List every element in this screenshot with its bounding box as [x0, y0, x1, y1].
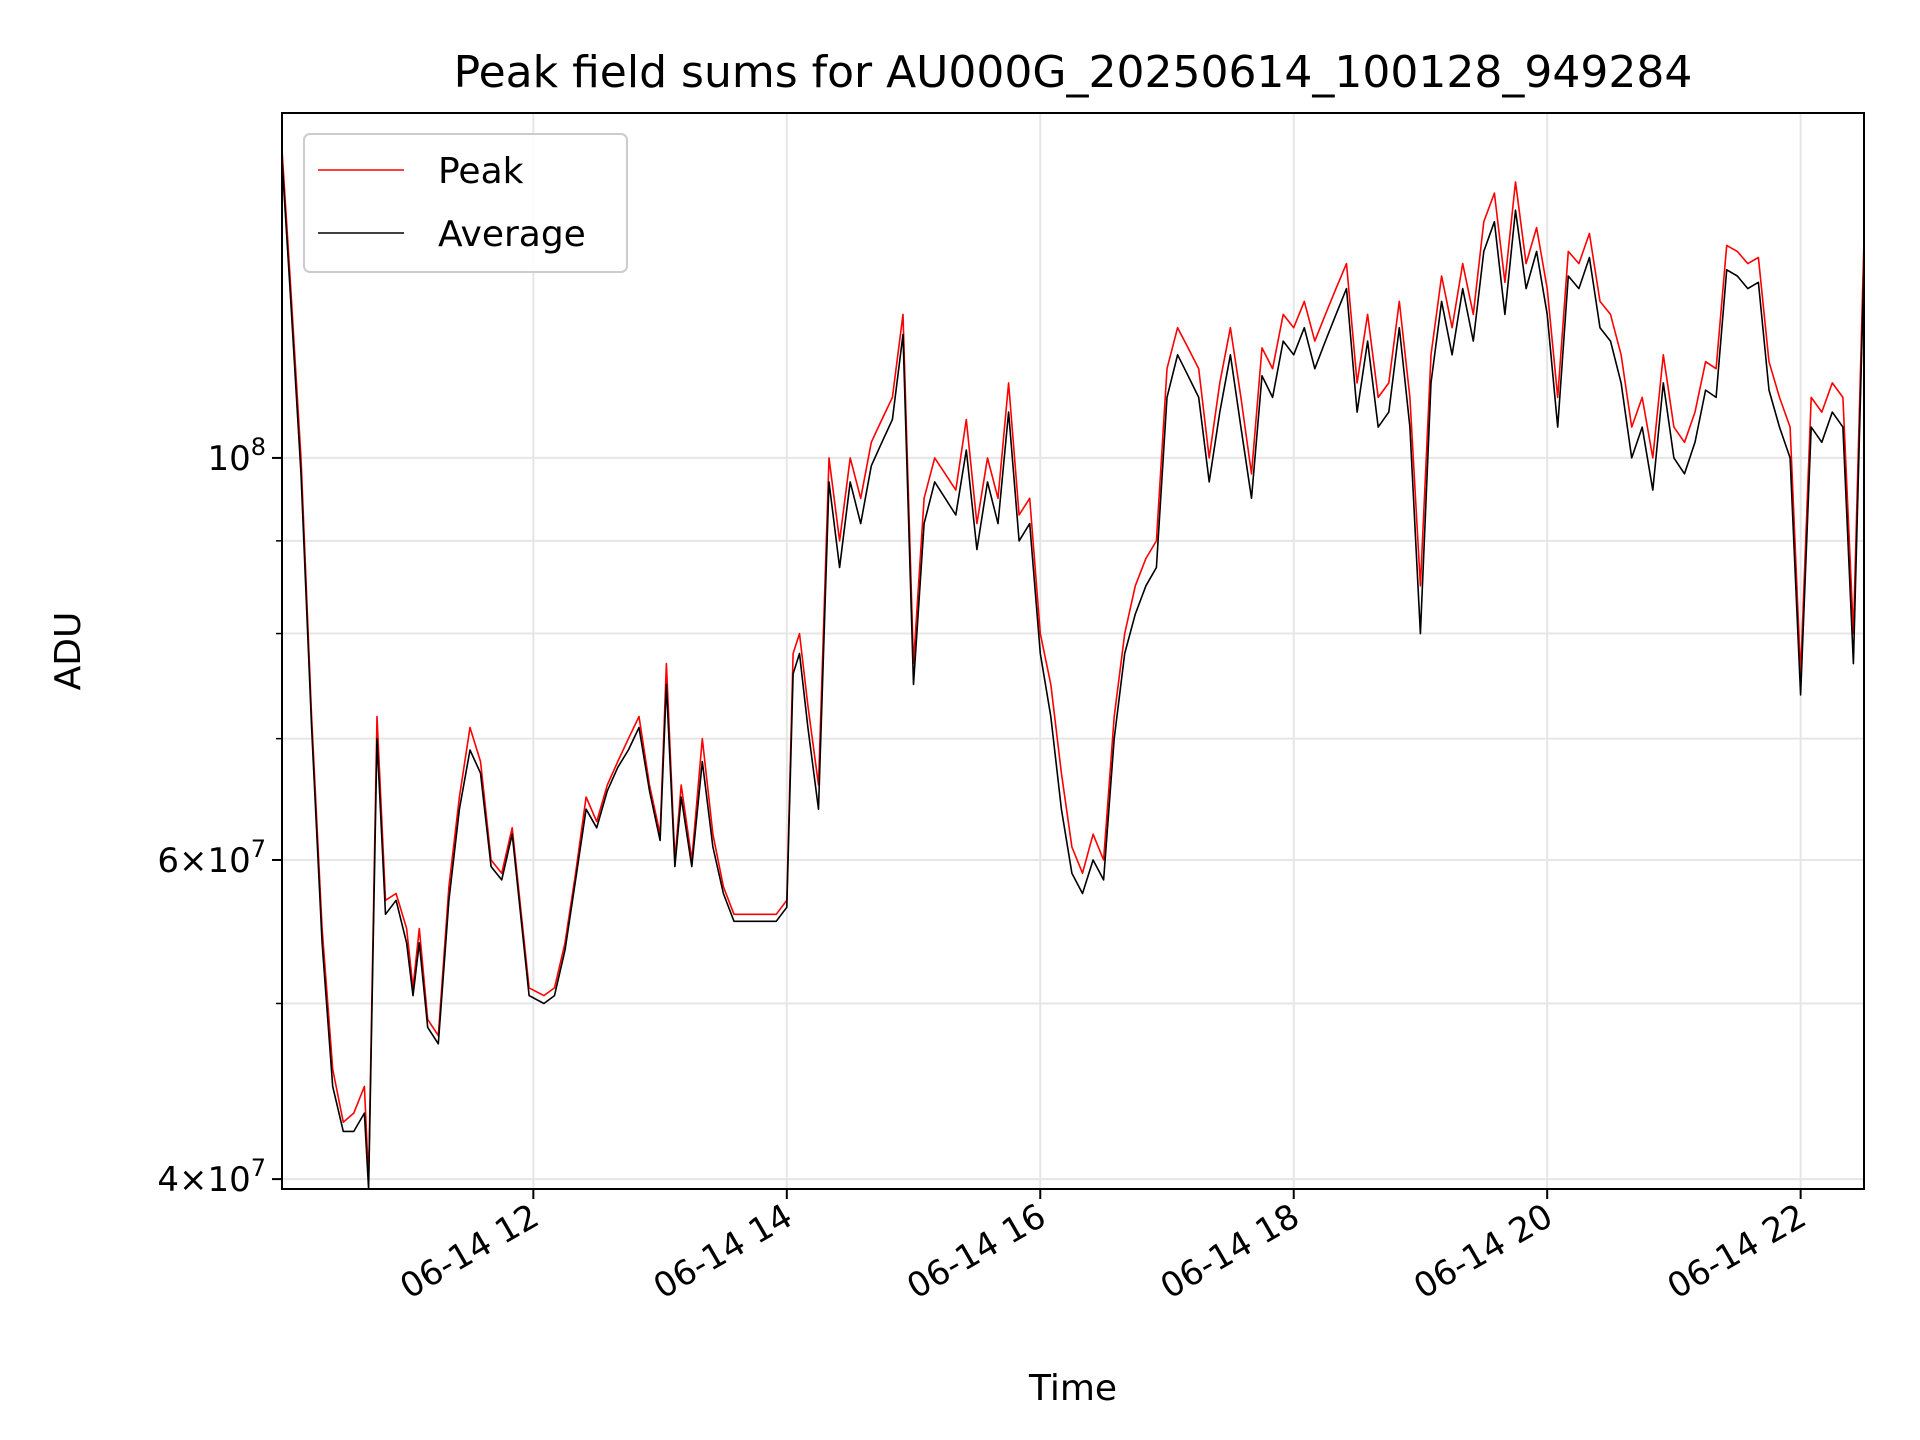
- legend-peak-label: Peak: [438, 151, 524, 192]
- y-axis-label: ADU: [48, 612, 89, 691]
- y-tick-label: 4×107: [157, 1154, 266, 1200]
- series-line-average: [281, 160, 1865, 1190]
- grid-lines: [282, 113, 1864, 1189]
- series-line-peak: [281, 149, 1865, 1180]
- legend-box: [303, 133, 628, 273]
- chart-title: Peak field sums for AU000G_20250614_1001…: [454, 47, 1693, 98]
- plot-series: [281, 149, 1865, 1190]
- plot-area-frame: [281, 112, 1865, 1190]
- legend: Peak Average: [303, 133, 628, 273]
- legend-average-label: Average: [438, 214, 586, 255]
- y-tick-label: 6×107: [157, 835, 266, 881]
- y-tick-label: 108: [207, 433, 266, 479]
- x-axis-label: Time: [1028, 1368, 1117, 1409]
